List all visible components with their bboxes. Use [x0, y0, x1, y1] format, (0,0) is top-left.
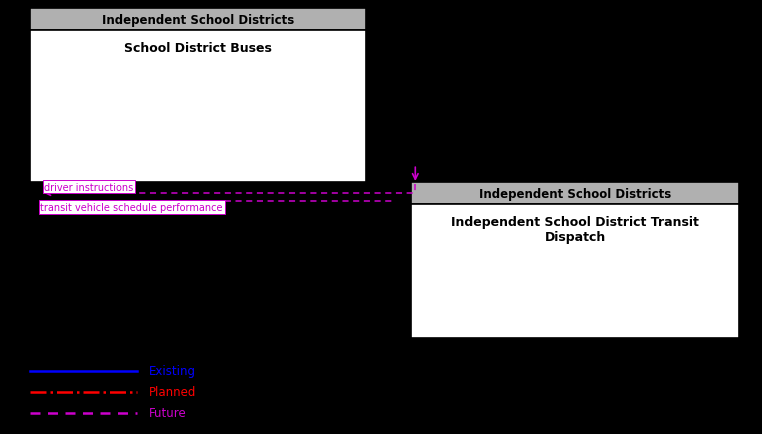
Bar	[30, 9, 366, 31]
Text: School District Buses: School District Buses	[124, 42, 272, 55]
Bar	[411, 182, 739, 205]
Text: Planned: Planned	[149, 385, 196, 398]
Text: transit vehicle schedule performance: transit vehicle schedule performance	[40, 203, 223, 213]
Text: Existing: Existing	[149, 365, 196, 378]
Text: Independent School Districts: Independent School Districts	[102, 13, 294, 26]
Bar	[411, 205, 739, 339]
Text: driver instructions: driver instructions	[44, 182, 133, 192]
Text: Independent School District Transit
Dispatch: Independent School District Transit Disp…	[451, 216, 700, 243]
Text: Independent School Districts: Independent School Districts	[479, 187, 671, 200]
Text: Future: Future	[149, 406, 187, 419]
Bar	[30, 31, 366, 182]
